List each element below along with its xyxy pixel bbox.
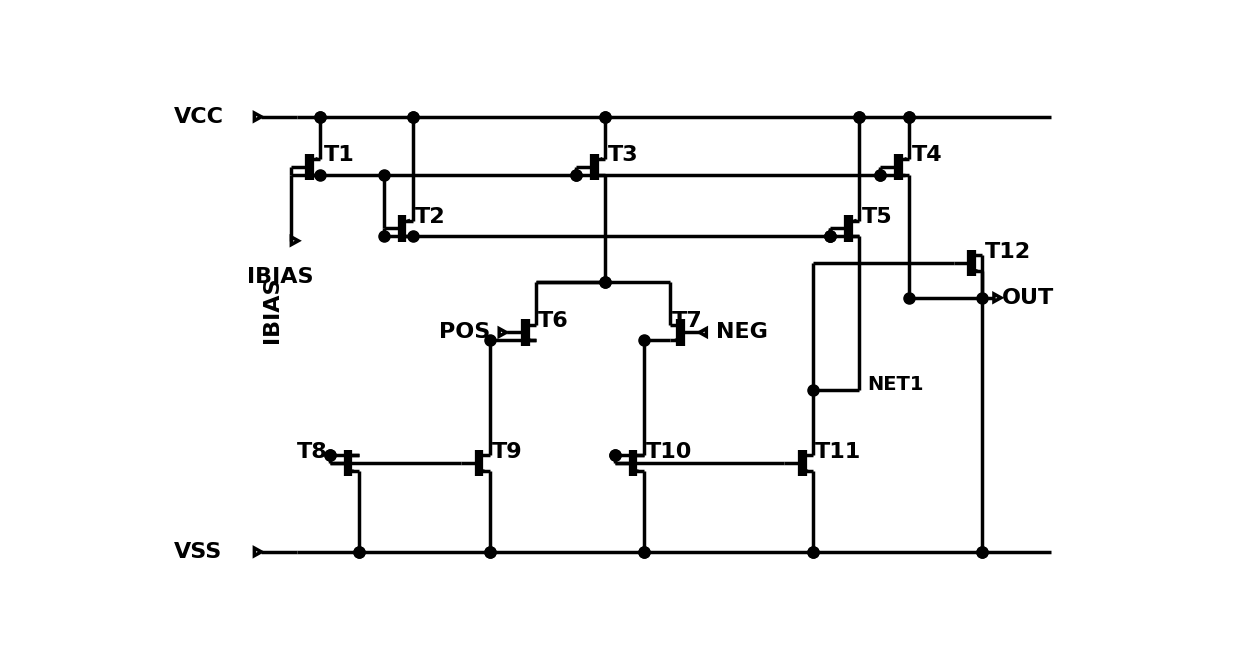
Polygon shape: [672, 339, 676, 342]
Text: VCC: VCC: [174, 107, 223, 127]
Polygon shape: [352, 470, 356, 473]
Text: T1: T1: [324, 146, 355, 165]
Polygon shape: [807, 470, 811, 473]
Text: T7: T7: [672, 311, 703, 331]
Polygon shape: [405, 219, 409, 222]
Polygon shape: [484, 470, 487, 473]
Text: VSS: VSS: [174, 542, 222, 562]
Text: NEG: NEG: [715, 322, 768, 343]
Text: T3: T3: [608, 146, 639, 165]
Polygon shape: [852, 219, 856, 222]
Text: T8: T8: [296, 442, 327, 462]
Text: T11: T11: [815, 442, 862, 462]
Text: IBIAS: IBIAS: [247, 267, 312, 287]
Polygon shape: [637, 470, 641, 473]
Polygon shape: [598, 158, 601, 161]
Text: T2: T2: [415, 207, 445, 227]
Text: T12: T12: [985, 242, 1030, 262]
Polygon shape: [314, 158, 317, 161]
Text: OUT: OUT: [1002, 288, 1054, 308]
Text: T6: T6: [538, 311, 569, 331]
Text: POS: POS: [439, 322, 490, 343]
Text: NET1: NET1: [867, 374, 924, 393]
Text: T10: T10: [646, 442, 692, 462]
Polygon shape: [976, 270, 980, 273]
Text: IBIAS: IBIAS: [262, 276, 281, 343]
Text: T9: T9: [492, 442, 522, 462]
Text: T4: T4: [911, 146, 942, 165]
Polygon shape: [529, 339, 533, 342]
Text: T5: T5: [862, 207, 892, 227]
Polygon shape: [903, 158, 906, 161]
